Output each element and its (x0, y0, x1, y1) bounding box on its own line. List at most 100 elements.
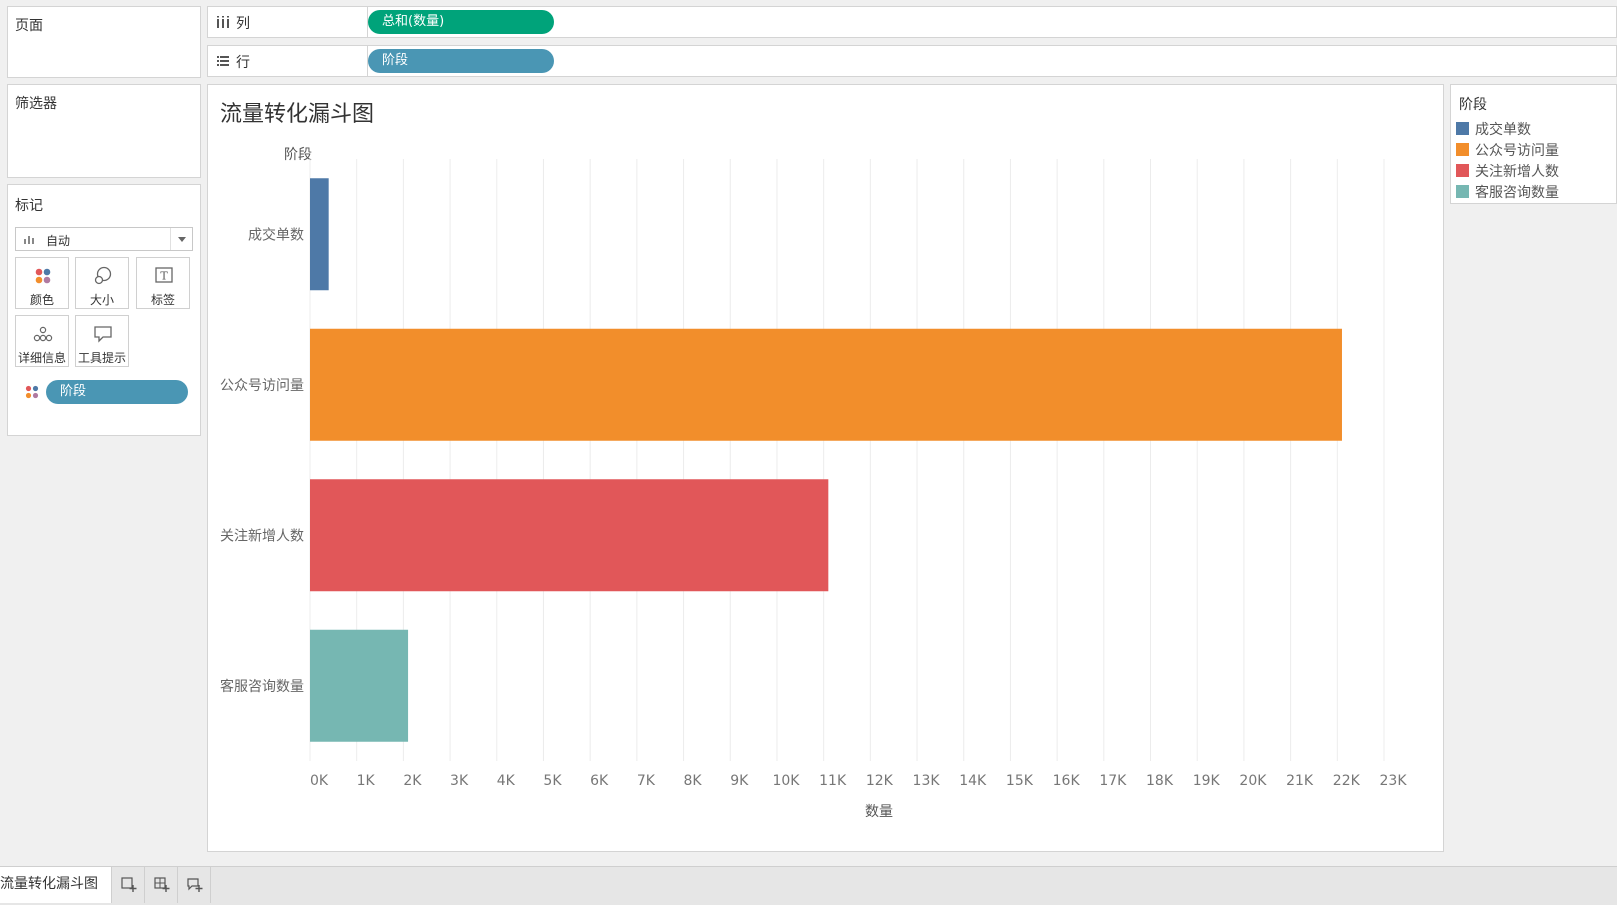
x-tick-label: 10K (772, 773, 800, 789)
text-label-icon: T (155, 267, 173, 283)
detail-button[interactable]: 详细信息 (15, 315, 69, 367)
color-button[interactable]: 颜色 (15, 257, 69, 309)
bar[interactable] (310, 328, 1342, 441)
legend-swatch (1456, 122, 1469, 135)
x-tick-label: 0K (310, 773, 329, 789)
x-tick-label: 17K (1099, 773, 1127, 789)
legend-item[interactable]: 关注新增人数 (1456, 161, 1611, 181)
chevron-down-icon[interactable] (170, 228, 192, 250)
rows-icon (217, 56, 229, 66)
rows-label: 行 (236, 55, 250, 71)
x-tick-label: 4K (497, 773, 516, 789)
columns-label: 列 (236, 16, 250, 32)
x-tick-label: 1K (357, 773, 376, 789)
category-label: 公众号访问量 (220, 378, 304, 394)
legend-title: 阶段 (1459, 97, 1487, 113)
x-tick-label: 23K (1380, 773, 1408, 789)
new-worksheet-button[interactable] (113, 867, 145, 903)
bar-chart-icon (24, 236, 34, 244)
legend-item[interactable]: 成交单数 (1456, 119, 1611, 139)
legend-item[interactable]: 公众号访问量 (1456, 140, 1611, 160)
columns-shelf-header: 列 (208, 7, 368, 37)
pages-title: 页面 (15, 18, 43, 34)
new-story-icon (187, 878, 203, 892)
columns-icon (217, 16, 229, 28)
x-tick-label: 2K (403, 773, 422, 789)
new-story-button[interactable] (179, 867, 211, 903)
new-dashboard-icon (154, 877, 170, 892)
x-tick-label: 6K (590, 773, 609, 789)
legend-item-label: 关注新增人数 (1475, 164, 1559, 180)
x-tick-label: 18K (1146, 773, 1174, 789)
category-label: 客服咨询数量 (220, 678, 304, 695)
x-tick-label: 3K (450, 773, 469, 789)
color-field-pill[interactable]: 阶段 (46, 380, 188, 404)
x-tick-label: 9K (730, 773, 749, 789)
x-tick-label: 5K (543, 773, 562, 789)
bar[interactable] (310, 178, 329, 291)
legend-panel[interactable]: 阶段 成交单数 公众号访问量 关注新增人数 客服咨询数量 (1450, 84, 1617, 204)
legend-item-label: 客服咨询数量 (1475, 185, 1559, 201)
x-tick-label: 12K (866, 773, 894, 789)
x-tick-label: 14K (959, 773, 987, 789)
size-icon (94, 266, 112, 285)
marks-panel: 标记 自动 颜色 大小 T 标签 (7, 184, 201, 436)
filters-title: 筛选器 (15, 96, 57, 112)
legend-swatch (1456, 185, 1469, 198)
size-button-label: 大小 (89, 293, 114, 307)
legend-swatch (1456, 143, 1469, 156)
label-button[interactable]: T 标签 (136, 257, 190, 309)
color-dots-icon (35, 268, 51, 284)
tooltip-icon (94, 326, 112, 343)
label-button-label: 标签 (150, 293, 175, 307)
x-tick-label: 11K (819, 773, 847, 789)
category-label: 关注新增人数 (220, 528, 304, 544)
mark-type-dropdown[interactable]: 自动 (15, 227, 193, 251)
bar[interactable] (310, 479, 829, 592)
filters-panel[interactable]: 筛选器 (7, 84, 201, 178)
new-worksheet-icon (121, 877, 137, 892)
x-tick-label: 22K (1333, 773, 1361, 789)
rows-shelf-header: 行 (208, 46, 368, 76)
x-tick-label: 8K (684, 773, 703, 789)
x-tick-label: 16K (1053, 773, 1081, 789)
x-tick-label: 19K (1193, 773, 1221, 789)
x-tick-label: 13K (913, 773, 941, 789)
columns-shelf[interactable]: 列 总和(数量) (207, 6, 1617, 38)
legend-swatch (1456, 164, 1469, 177)
columns-field-pill[interactable]: 总和(数量) (368, 10, 554, 34)
svg-text:T: T (160, 270, 168, 283)
legend-item-label: 公众号访问量 (1475, 143, 1559, 159)
detail-button-label: 详细信息 (17, 351, 66, 365)
tooltip-button[interactable]: 工具提示 (75, 315, 129, 367)
row-header: 阶段 (284, 147, 312, 163)
x-tick-label: 7K (637, 773, 656, 789)
marks-title: 标记 (15, 198, 43, 214)
chart-title: 流量转化漏斗图 (220, 102, 374, 127)
legend-item-label: 成交单数 (1475, 122, 1531, 138)
x-tick-label: 20K (1239, 773, 1267, 789)
sheet-tab-bar: 流量转化漏斗图 (0, 866, 1617, 905)
pages-panel[interactable]: 页面 (7, 6, 201, 78)
rows-shelf[interactable]: 行 阶段 (207, 45, 1617, 77)
bars (310, 178, 1342, 742)
mark-type-label: 自动 (46, 234, 71, 248)
new-dashboard-button[interactable] (146, 867, 178, 903)
detail-dots-icon (33, 326, 53, 342)
color-button-label: 颜色 (29, 293, 54, 307)
x-tick-label: 21K (1286, 773, 1314, 789)
tooltip-button-label: 工具提示 (77, 351, 126, 365)
x-tick-label: 15K (1006, 773, 1034, 789)
x-axis-title: 数量 (865, 804, 893, 820)
color-encoding-icon (25, 385, 39, 399)
chart-view[interactable]: 流量转化漏斗图 阶段 成交单数 公众号访问量 关注新增人数 客服咨询数量 0K 1K 2K… (207, 84, 1444, 852)
legend-item[interactable]: 客服咨询数量 (1456, 182, 1611, 202)
grid-lines (309, 159, 1385, 761)
bar[interactable] (310, 629, 409, 742)
sheet-tab[interactable]: 流量转化漏斗图 (0, 867, 112, 903)
rows-field-pill[interactable]: 阶段 (368, 49, 554, 73)
size-button[interactable]: 大小 (75, 257, 129, 309)
x-axis-ticks: 0K 1K 2K 3K 4K 5K 6K 7K 8K 9K 10K 11K 12K 13K 14K 15K 16… (310, 773, 1407, 789)
